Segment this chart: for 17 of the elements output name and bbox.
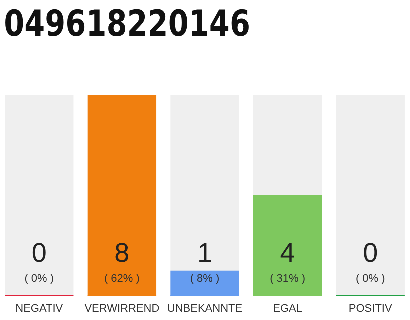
annotation: ( 0% ) — [24, 273, 54, 285]
x-tick-label: POSITIV — [348, 303, 393, 315]
data-label: 8 — [114, 238, 130, 268]
data-label: 0 — [32, 238, 47, 268]
data-label: 1 — [197, 238, 213, 268]
bar — [170, 270, 240, 296]
annotation: ( 62% ) — [104, 273, 140, 285]
annotation: ( 31% ) — [270, 273, 306, 285]
x-tick-label: VERWIRREND — [84, 303, 160, 315]
x-tick-label: UNBEKANNTE — [167, 303, 243, 315]
x-tick-label: NEGATIV — [16, 303, 64, 315]
chart-title: 049618220146 — [4, 2, 250, 45]
annotation: ( 8% ) — [190, 273, 220, 285]
annotation: ( 0% ) — [356, 273, 386, 285]
x-tick-label: EGAL — [273, 303, 302, 315]
data-label: 4 — [280, 238, 296, 268]
data-label: 0 — [363, 238, 378, 268]
